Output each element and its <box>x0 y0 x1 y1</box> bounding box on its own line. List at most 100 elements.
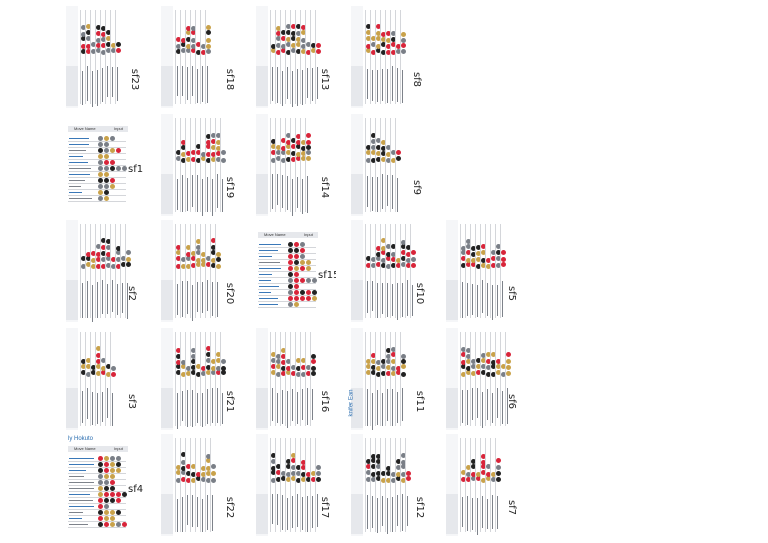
button-input-icon <box>186 464 191 469</box>
move-name <box>477 388 478 418</box>
button-input-icon <box>98 160 103 165</box>
move-name <box>272 494 273 524</box>
button-input-icon <box>301 156 306 161</box>
button-input-icon <box>381 371 386 376</box>
move-name <box>397 392 398 423</box>
button-input-icon <box>366 470 371 475</box>
move-name <box>217 282 218 317</box>
button-input-icon <box>186 366 191 371</box>
table-row-divider <box>400 332 401 426</box>
button-input-icon <box>211 133 216 138</box>
button-input-icon <box>396 263 401 268</box>
button-input-icon <box>191 464 196 469</box>
button-input-icon <box>81 25 86 30</box>
move-name <box>272 67 273 101</box>
tile-id-label: sf14 <box>319 176 331 199</box>
button-input-icon <box>466 477 471 482</box>
button-input-icon <box>104 504 109 509</box>
table-row-divider <box>280 438 281 532</box>
move-name <box>412 285 413 316</box>
move-name <box>497 496 498 529</box>
move-name <box>367 281 368 313</box>
table-row-divider <box>270 10 271 104</box>
button-input-icon <box>98 184 103 189</box>
button-input-icon <box>110 480 115 485</box>
button-input-icon <box>476 358 481 363</box>
button-input-icon <box>216 264 221 269</box>
button-input-icon <box>276 364 281 369</box>
button-input-icon <box>381 238 386 243</box>
button-input-icon <box>396 370 401 375</box>
button-input-icon <box>316 49 321 54</box>
button-input-icon <box>391 31 396 36</box>
button-input-icon <box>201 477 206 482</box>
move-name <box>482 280 483 313</box>
table-row-divider <box>125 224 126 318</box>
table-row-divider <box>215 332 216 426</box>
move-name <box>107 284 108 314</box>
move-name <box>217 174 218 208</box>
move-name <box>182 391 183 421</box>
button-input-icon <box>206 134 211 139</box>
button-input-icon <box>288 284 293 289</box>
table-row-divider <box>68 195 126 196</box>
button-input-icon <box>306 371 311 376</box>
table-row-divider <box>365 118 366 212</box>
button-input-icon <box>291 458 296 463</box>
move-name <box>312 389 313 420</box>
table-row-divider <box>480 332 481 426</box>
table-row-divider <box>285 118 286 212</box>
button-input-icon <box>276 145 281 150</box>
button-input-icon <box>381 37 386 42</box>
button-input-icon <box>98 492 103 497</box>
button-input-icon <box>186 48 191 53</box>
button-input-icon <box>366 477 371 482</box>
move-name <box>492 495 493 529</box>
button-input-icon <box>401 364 406 369</box>
button-input-icon <box>376 476 381 481</box>
table-row-divider <box>258 259 316 260</box>
button-input-icon <box>181 364 186 369</box>
button-input-icon <box>86 49 91 54</box>
table-row-divider <box>310 10 311 104</box>
button-input-icon <box>296 471 301 476</box>
button-input-icon <box>281 150 286 155</box>
move-name <box>69 494 90 495</box>
button-input-icon <box>196 150 201 155</box>
button-input-icon <box>101 26 106 31</box>
button-input-icon <box>471 258 476 263</box>
button-input-icon <box>281 348 286 353</box>
button-input-icon <box>181 38 186 43</box>
button-input-icon <box>461 360 466 365</box>
button-input-icon <box>181 452 186 457</box>
button-input-icon <box>98 504 103 509</box>
button-input-icon <box>201 152 206 157</box>
button-input-icon <box>286 37 291 42</box>
move-name <box>197 282 198 312</box>
tile-id-label: sf9 <box>411 179 423 196</box>
table-row-divider <box>105 10 106 104</box>
table-row-divider <box>385 224 386 318</box>
button-input-icon <box>104 160 109 165</box>
button-input-icon <box>106 42 111 47</box>
button-input-icon <box>271 453 276 458</box>
move-name <box>487 389 488 420</box>
move-name <box>197 69 198 103</box>
button-input-icon <box>371 454 376 459</box>
button-input-icon <box>186 471 191 476</box>
move-name <box>462 282 463 318</box>
button-input-icon <box>396 465 401 470</box>
button-input-icon <box>116 257 121 262</box>
button-input-icon <box>496 458 501 463</box>
button-input-icon <box>286 133 291 138</box>
button-input-icon <box>221 359 226 364</box>
move-name <box>462 497 463 527</box>
button-input-icon <box>376 44 381 49</box>
button-input-icon <box>191 365 196 370</box>
button-input-icon <box>471 476 476 481</box>
table-row-divider <box>495 332 496 426</box>
move-name <box>297 177 298 208</box>
table-row-divider <box>295 10 296 104</box>
button-input-icon <box>291 453 296 458</box>
button-input-icon <box>216 252 221 257</box>
